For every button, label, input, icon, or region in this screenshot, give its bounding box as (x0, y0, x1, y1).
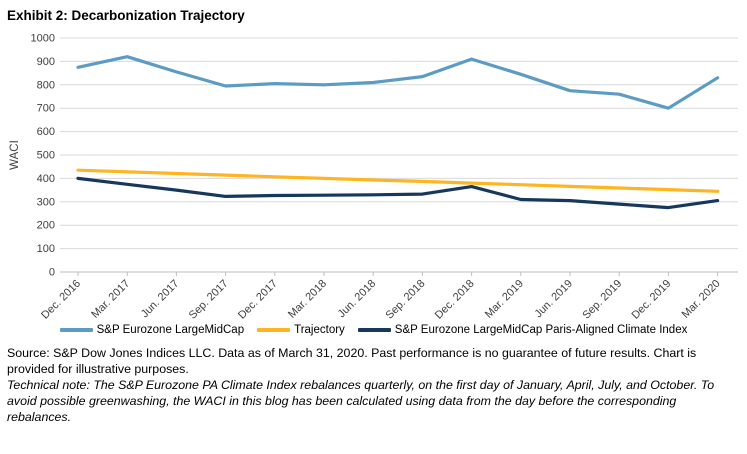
x-tick-label: Mar. 2017 (89, 278, 132, 321)
y-tick-label: 1000 (31, 33, 55, 45)
legend-line-swatch (257, 328, 291, 332)
x-tick-label: Mar. 2018 (286, 278, 329, 321)
x-tick-label: Sep. 2019 (580, 278, 624, 322)
technical-note: Technical note: The S&P Eurozone PA Clim… (7, 377, 715, 424)
y-tick-label: 600 (37, 126, 55, 138)
legend-line-swatch (59, 328, 93, 332)
legend-label: Trajectory (294, 324, 345, 336)
line-chart: 0 100 200 300 400 500 600 700 800 900 1000 Dec. 201… (0, 25, 747, 327)
source-note: Source: S&P Dow Jones Indices LLC. Data … (7, 346, 697, 376)
series-line (76, 176, 720, 210)
chart-footnotes: Source: S&P Dow Jones Indices LLC. Data … (0, 336, 747, 425)
y-tick-label: 900 (37, 56, 55, 68)
y-tick-label: 0 (49, 267, 55, 279)
x-tick-label: Jun. 2019 (532, 278, 575, 321)
y-tick-label: 200 (37, 220, 55, 232)
y-tick-label: 100 (37, 243, 55, 255)
legend-item: S&P Eurozone LargeMidCap (59, 324, 245, 336)
x-tick-label: Dec. 2017 (236, 278, 280, 322)
x-tick-label: Jun. 2017 (139, 278, 182, 321)
legend-label: S&P Eurozone LargeMidCap (96, 324, 245, 336)
x-tick-label: Dec. 2019 (630, 278, 674, 322)
series-line (76, 168, 720, 193)
y-tick-label: 800 (37, 79, 55, 91)
x-tick-label: Mar. 2019 (483, 278, 526, 321)
legend-item: S&P Eurozone LargeMidCap Paris-Aligned C… (357, 324, 688, 336)
legend-line-swatch (357, 328, 391, 332)
x-tick-label: Sep. 2018 (384, 278, 428, 322)
chart-canvas: 0 100 200 300 400 500 600 700 800 900 1000 Dec. 201… (9, 33, 738, 322)
y-tick-label: 300 (37, 196, 55, 208)
y-tick-label: 700 (37, 103, 55, 115)
y-tick-label: 500 (37, 150, 55, 162)
x-tick-label: Mar. 2020 (680, 278, 723, 321)
chart-title: Exhibit 2: Decarbonization Trajectory (7, 8, 245, 23)
x-tick-label: Dec. 2016 (39, 278, 83, 322)
y-axis-title: WACI (9, 140, 21, 170)
x-tick-label: Dec. 2018 (433, 278, 477, 322)
series-line (76, 55, 720, 110)
legend-item: Trajectory (257, 324, 345, 336)
chart-legend: S&P Eurozone LargeMidCap Trajectory S&P Eu… (0, 324, 747, 336)
x-tick-label: Jun. 2018 (336, 278, 379, 321)
x-tick-label: Sep. 2017 (187, 278, 231, 322)
legend-label: S&P Eurozone LargeMidCap Paris-Aligned C… (394, 324, 688, 336)
y-tick-label: 400 (37, 173, 55, 185)
